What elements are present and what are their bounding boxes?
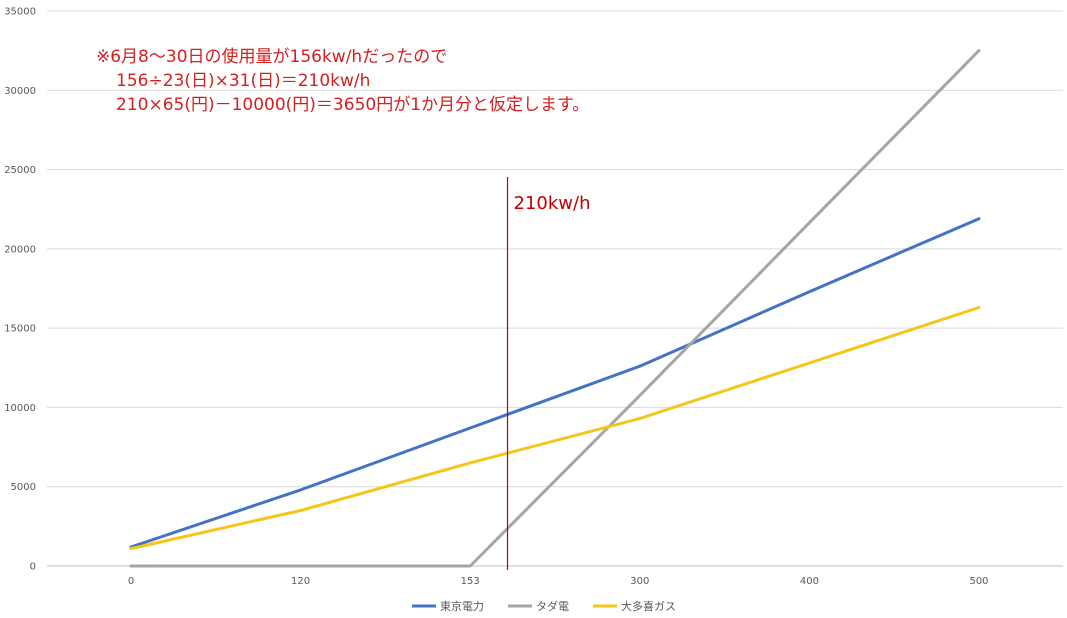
y-tick-label: 0 <box>30 562 36 573</box>
y-tick-label: 5000 <box>11 482 36 493</box>
x-tick-label: 500 <box>969 576 988 587</box>
series-line-大多喜ガス <box>129 306 981 551</box>
y-tick-label: 20000 <box>4 244 36 255</box>
legend-entry: タダ電 <box>536 599 569 613</box>
x-tick-label: 0 <box>128 576 134 587</box>
y-tick-label: 10000 <box>4 403 36 414</box>
x-axis-ticks: 0 120 153 300 400 500 <box>128 576 989 587</box>
y-tick-label: 35000 <box>4 7 36 18</box>
legend: 東京電力 タダ電 大多喜ガス <box>412 599 676 613</box>
y-tick-label: 30000 <box>4 86 36 97</box>
legend-entry: 大多喜ガス <box>621 599 676 613</box>
series-line-タダ電 <box>129 49 981 568</box>
annotation-line: 156÷23(日)×31(日)＝210kw/h <box>116 71 370 91</box>
series-line-東京電力 <box>129 217 981 549</box>
y-tick-label: 25000 <box>4 165 36 176</box>
legend-entry: 東京電力 <box>440 599 484 613</box>
gridlines <box>47 10 1063 567</box>
marker-label: 210kw/h <box>514 193 591 214</box>
x-tick-label: 153 <box>461 576 480 587</box>
usage-marker: 210kw/h <box>506 177 591 570</box>
y-tick-label: 15000 <box>4 324 36 335</box>
y-axis-ticks: 0 5000 10000 15000 20000 25000 30000 35000 <box>4 7 36 573</box>
annotation-line: ※6月8～30日の使用量が156kw/hだったので <box>96 46 447 67</box>
x-tick-label: 120 <box>291 576 310 587</box>
x-tick-label: 400 <box>800 576 819 587</box>
x-tick-label: 300 <box>630 576 649 587</box>
series-lines <box>129 49 981 568</box>
cost-annotation: ※6月8～30日の使用量が156kw/hだったので 156÷23(日)×31(日)… <box>96 46 589 115</box>
annotation-line: 210×65(円)－10000(円)＝3650円が1か月分と仮定します。 <box>116 95 589 115</box>
